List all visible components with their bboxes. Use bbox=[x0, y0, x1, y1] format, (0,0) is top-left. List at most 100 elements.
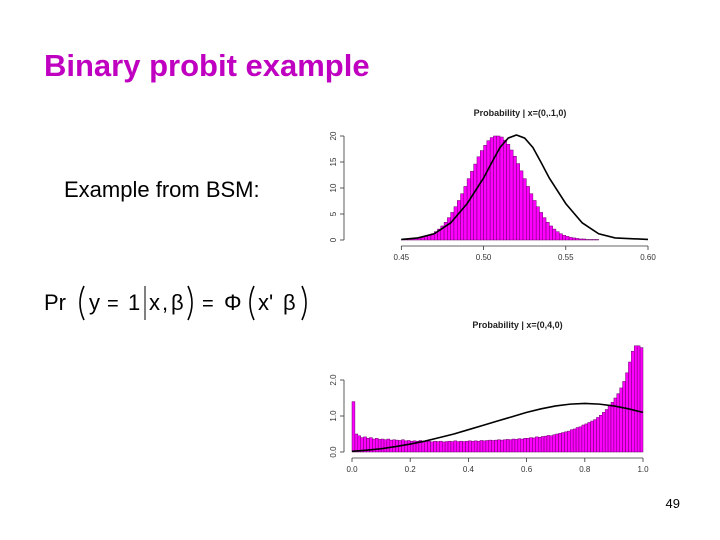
bottom-chart-bar bbox=[546, 435, 551, 453]
bottom-chart-bar bbox=[590, 420, 594, 453]
bottom-chart-bar bbox=[529, 437, 533, 453]
top-chart-bar bbox=[460, 193, 465, 241]
top-chart-bar bbox=[509, 149, 514, 241]
formula-y: y bbox=[89, 290, 100, 315]
bottom-chart-y-tick-label: 0.0 bbox=[329, 446, 338, 458]
bottom-chart-bar bbox=[453, 440, 458, 453]
formula-close-paren bbox=[187, 285, 193, 321]
formula-one: 1 bbox=[128, 290, 140, 315]
top-chart-bar bbox=[568, 237, 573, 241]
bottom-chart-bar bbox=[491, 440, 495, 453]
bottom-chart-bar bbox=[607, 405, 612, 453]
top-chart-bar bbox=[453, 206, 458, 241]
top-chart-bar bbox=[503, 139, 507, 241]
body-text: Example from BSM: bbox=[64, 177, 260, 202]
top-chart-bar bbox=[476, 156, 481, 241]
bottom-chart-bar bbox=[625, 372, 629, 453]
bottom-chart-bar bbox=[421, 441, 425, 453]
top-chart-bar bbox=[542, 217, 547, 241]
bottom-chart-bar bbox=[602, 412, 606, 453]
top-chart-bar bbox=[562, 235, 567, 241]
top-chart-bar bbox=[463, 186, 468, 241]
bottom-chart-bar bbox=[444, 441, 449, 453]
bottom-chart-bar bbox=[628, 361, 632, 453]
top-chart-bar bbox=[512, 156, 517, 241]
probit-formula: Pr y = 1 x , β = Φ x' β bbox=[44, 276, 324, 330]
bottom-chart-bar bbox=[561, 432, 565, 453]
bottom-chart-bar bbox=[572, 428, 577, 453]
bottom-chart-bar bbox=[584, 423, 588, 453]
bottom-chart-bar bbox=[459, 440, 463, 453]
formula-beta: β bbox=[171, 290, 184, 315]
top-chart-x-tick-label: 0.45 bbox=[394, 253, 410, 262]
bottom-chart-bar bbox=[619, 387, 623, 453]
top-chart-bar bbox=[493, 135, 497, 241]
bottom-chart-bar bbox=[357, 435, 361, 453]
bottom-chart-bar bbox=[555, 433, 559, 453]
top-chart-bar bbox=[595, 239, 599, 241]
bottom-chart-bar bbox=[575, 427, 580, 453]
bottom-chart-bar bbox=[380, 438, 385, 453]
top-chart-bar bbox=[473, 163, 478, 241]
bottom-chart-bar bbox=[570, 429, 574, 453]
bottom-chart-bar bbox=[441, 441, 446, 453]
bottom-chart-bar bbox=[424, 440, 428, 453]
bottom-chart-bar bbox=[430, 441, 434, 453]
bottom-chart-bar bbox=[497, 439, 501, 453]
bottom-chart-bar bbox=[447, 440, 452, 453]
top-chart-x-tick-label: 0.50 bbox=[476, 253, 492, 262]
bottom-chart-bar bbox=[616, 393, 620, 453]
top-chart-y-tick-label: 20 bbox=[329, 131, 338, 140]
bottom-chart-bar bbox=[549, 435, 554, 453]
bottom-chart-bar bbox=[354, 433, 359, 453]
bottom-chart-bar bbox=[520, 438, 524, 453]
top-chart-bar bbox=[558, 233, 563, 241]
top-chart-bar bbox=[552, 228, 557, 241]
bottom-chart-bar bbox=[552, 434, 556, 453]
bottom-chart-bar bbox=[543, 435, 548, 453]
formula-pr: Pr bbox=[44, 290, 66, 315]
bottom-chart-bar bbox=[596, 417, 600, 453]
bottom-chart-density-curve bbox=[351, 402, 644, 453]
bottom-chart-bar bbox=[404, 440, 408, 453]
bottom-chart-x-tick-label: 0.4 bbox=[463, 465, 475, 474]
bottom-chart-bar bbox=[517, 438, 522, 453]
top-chart-bar bbox=[420, 237, 425, 241]
bottom-chart-bar bbox=[407, 440, 411, 453]
bottom-chart-x-tick-label: 0.6 bbox=[521, 465, 533, 474]
formula-x-prime: x' bbox=[258, 290, 273, 315]
top-chart-bar bbox=[522, 178, 527, 241]
bottom-chart-bar bbox=[587, 422, 591, 453]
bottom-chart-bar bbox=[636, 345, 641, 453]
bottom-chart-bar bbox=[436, 441, 440, 453]
top-chart-bar bbox=[480, 150, 484, 241]
histogram-chart-top: Probability | x=(0,.1,0) 0.45 0.50 0.55 0.60… bbox=[300, 102, 680, 280]
top-chart-bar bbox=[456, 200, 461, 241]
bottom-chart-bar bbox=[389, 439, 393, 453]
bottom-chart-bar bbox=[511, 438, 516, 453]
top-chart-bar bbox=[535, 206, 540, 241]
bottom-chart-x-tick-label: 0.8 bbox=[579, 465, 591, 474]
formula-equals-2: = bbox=[202, 293, 214, 315]
bottom-chart-bar bbox=[450, 441, 455, 453]
top-chart-bar bbox=[516, 163, 520, 241]
top-chart-bar bbox=[532, 200, 537, 241]
bottom-chart-bar bbox=[537, 436, 542, 453]
top-chart-bar bbox=[545, 222, 550, 241]
bottom-chart-bar bbox=[540, 436, 545, 453]
top-chart-bar bbox=[591, 239, 596, 241]
bottom-chart-bar bbox=[494, 439, 498, 453]
top-chart-y-tick-label: 15 bbox=[329, 157, 338, 166]
bottom-chart-bar bbox=[639, 347, 644, 453]
bottom-chart-bar bbox=[634, 345, 638, 453]
top-chart-bar bbox=[575, 238, 580, 241]
bottom-chart-bar bbox=[351, 401, 356, 453]
bottom-chart-bar bbox=[535, 436, 539, 453]
bottom-chart-bar bbox=[488, 439, 492, 453]
top-chart-bar bbox=[581, 238, 586, 241]
top-chart-bar bbox=[506, 144, 511, 241]
formula-open-paren bbox=[79, 285, 85, 321]
bottom-chart-bar bbox=[564, 431, 568, 453]
formula-beta-2: β bbox=[283, 290, 296, 315]
bottom-chart-bar bbox=[514, 439, 519, 453]
